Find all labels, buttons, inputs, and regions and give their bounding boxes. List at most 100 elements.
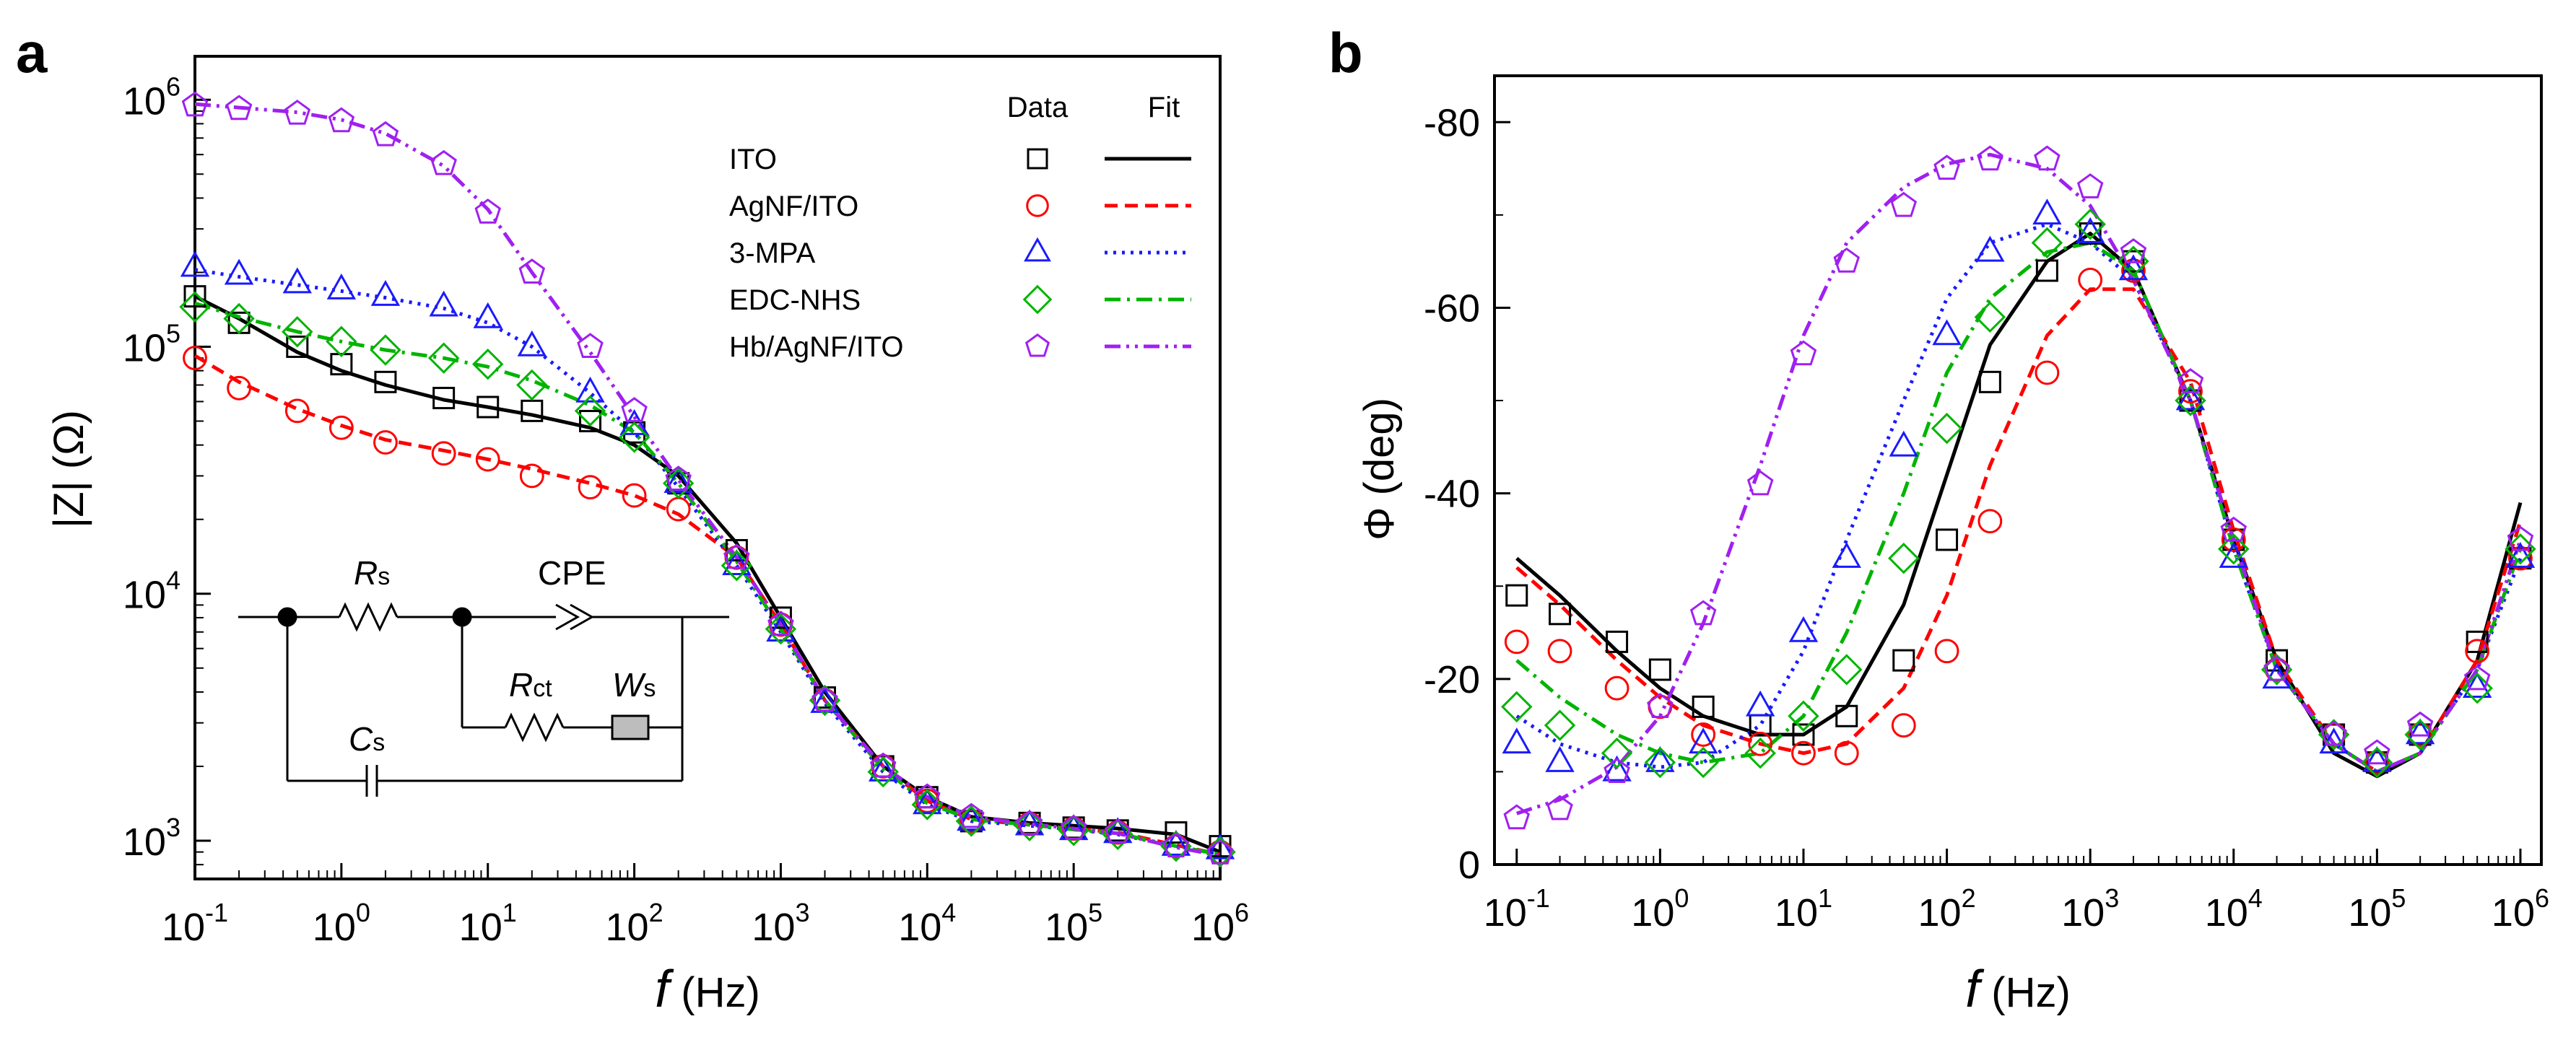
panel-a-data-point [1162,832,1190,858]
panel-a-x-tick-label: 101 [459,898,517,949]
panel-b-data-point [1645,745,1675,772]
panel-b-data-point [2364,750,2390,775]
panel-a-data-point [374,370,397,393]
panel-b-x-tick-label: 10-1 [1484,883,1550,935]
rct-label: Rct [509,666,552,704]
panel-a-data-point [619,408,649,435]
panel-a-data-point [574,395,606,427]
panel-a-data-point [622,483,647,508]
panel-a-data-point [370,334,401,366]
panel-b-data-point [2218,533,2250,565]
panel-b-data-point [1975,235,2005,262]
panel-a-frame [193,55,1222,880]
panel-a-data-point [914,783,941,809]
panel-b-fit-line-hb-agnf-ito [1516,152,2523,815]
panel-a-data-point [519,463,544,489]
panel-b-data-point [1974,301,2006,333]
legend: Data Fit ITO AgNF/ITO 3-MPA EDC-NHS Hb/AgNF/… [729,92,1191,363]
panel-b-x-tick-label: 100 [1631,883,1689,935]
panel-b-frame [1493,74,2543,866]
panel-b-data-point [1892,649,1915,672]
cpe-symbol [555,603,580,631]
panel-a-data-point [722,549,752,576]
panel-a-data-point [1165,821,1188,844]
panel-b-data-point [2078,267,2103,292]
panel-a-data-point [521,399,544,422]
panel-a-data-point [477,395,500,419]
panel-b-data-point [1505,584,1528,607]
panel-b-data-point [1888,542,1920,574]
panel-b-x-tick-label: 104 [2205,883,2263,935]
panel-b-data-point [1977,509,2003,534]
panel-b-data-point [2465,639,2490,664]
panel-b-data-point [1745,690,1775,717]
panel-b-data-point [2220,516,2248,542]
panel-b-data-point [1834,740,1859,766]
panel-b-y-axis-title: Φ (deg) [1356,398,1403,541]
panel-b-data-point [1688,727,1718,754]
panel-b-data-point [2074,209,2106,240]
panel-a-data-point [957,805,986,831]
panel-b-data-point [2263,655,2290,681]
panel-b-data-point [2076,173,2104,198]
panel-a-x-tick-label: 103 [752,898,809,949]
panel-a-data-point [665,465,692,491]
panel-b-data-point [1932,319,1962,346]
panel-a-data-point [330,353,353,376]
panel-b-data-point [1604,675,1629,701]
panel-a-data-point [517,330,547,356]
panel-a-data-point [1060,814,1087,840]
panel-a-data-point [769,606,792,629]
panel-b-data-point [1977,145,2003,171]
panel-b-data-point [2507,525,2534,551]
panel-b-x-axis-title: f (Hz) [1965,961,2071,1018]
panel-a-data-point [328,107,355,133]
panel-a-data-point [766,616,796,642]
panel-a-data-point [471,348,504,380]
panel-b-data-point [2364,739,2390,765]
panel-b-y-tick-label: -80 [1424,101,1480,144]
panel-b-data-point [2120,238,2147,263]
panel-b-data-point [1502,727,1531,754]
legend-marker [1026,194,1049,217]
panel-b-data-point [1604,758,1630,783]
panel-a-data-point [282,316,313,348]
panel-a-data-point [663,467,693,493]
panel-b-x-tick-label: 102 [1918,883,1976,935]
panel-b-data-point [1549,603,1572,626]
panel-b-data-point [2362,745,2392,772]
panel-b-data-point [1647,693,1674,718]
panel-b-data-point [1648,658,1671,681]
panel-a-data-point [723,543,750,569]
panel-b-data-point [2031,227,2063,259]
panel-a-data-point [225,95,253,121]
panel-b-ticks: 10-1 100 101 102 103 104 105 106 0 -20 -40 -60 -80 [1424,101,2549,935]
panel-a-data-point [618,421,650,453]
panel-a-x-tick-label: 10-1 [162,898,228,949]
panel-b-data-point [1503,804,1531,830]
panel-b-data-point [1931,412,1963,445]
panel-a-data-point [725,538,748,561]
panel-b-x-tick-label: 106 [2492,883,2549,935]
legend-marker [1024,237,1051,262]
panel-b-fit-lines [1515,152,2523,815]
panel-b-data-point [2178,379,2203,404]
panel-b-data-point [1748,731,1773,756]
panel-a-data-point [430,149,457,175]
panel-a-data-point [183,285,206,308]
panel-b-data-point [2179,389,2202,412]
panel-b-data-point [1833,247,1861,273]
panel-a-data-point [518,258,546,284]
panel-a-data-markers [179,91,1236,868]
panel-a-data-point [284,398,310,424]
panel-b-data-point [1835,704,1858,727]
panel-b-data-point [1687,746,1719,779]
panel-b-data-point [1689,600,1717,626]
panel-b-y-tick-label: -40 [1424,473,1480,516]
panel-a-data-point [431,441,456,466]
panel-a-y-axis-title: |Z| (Ω) [45,410,92,528]
panel-a-data-point [286,336,309,359]
panel-a-data-point [1161,829,1191,856]
panel-b-data-markers [1501,145,2536,830]
panel-a-data-point [181,91,209,117]
